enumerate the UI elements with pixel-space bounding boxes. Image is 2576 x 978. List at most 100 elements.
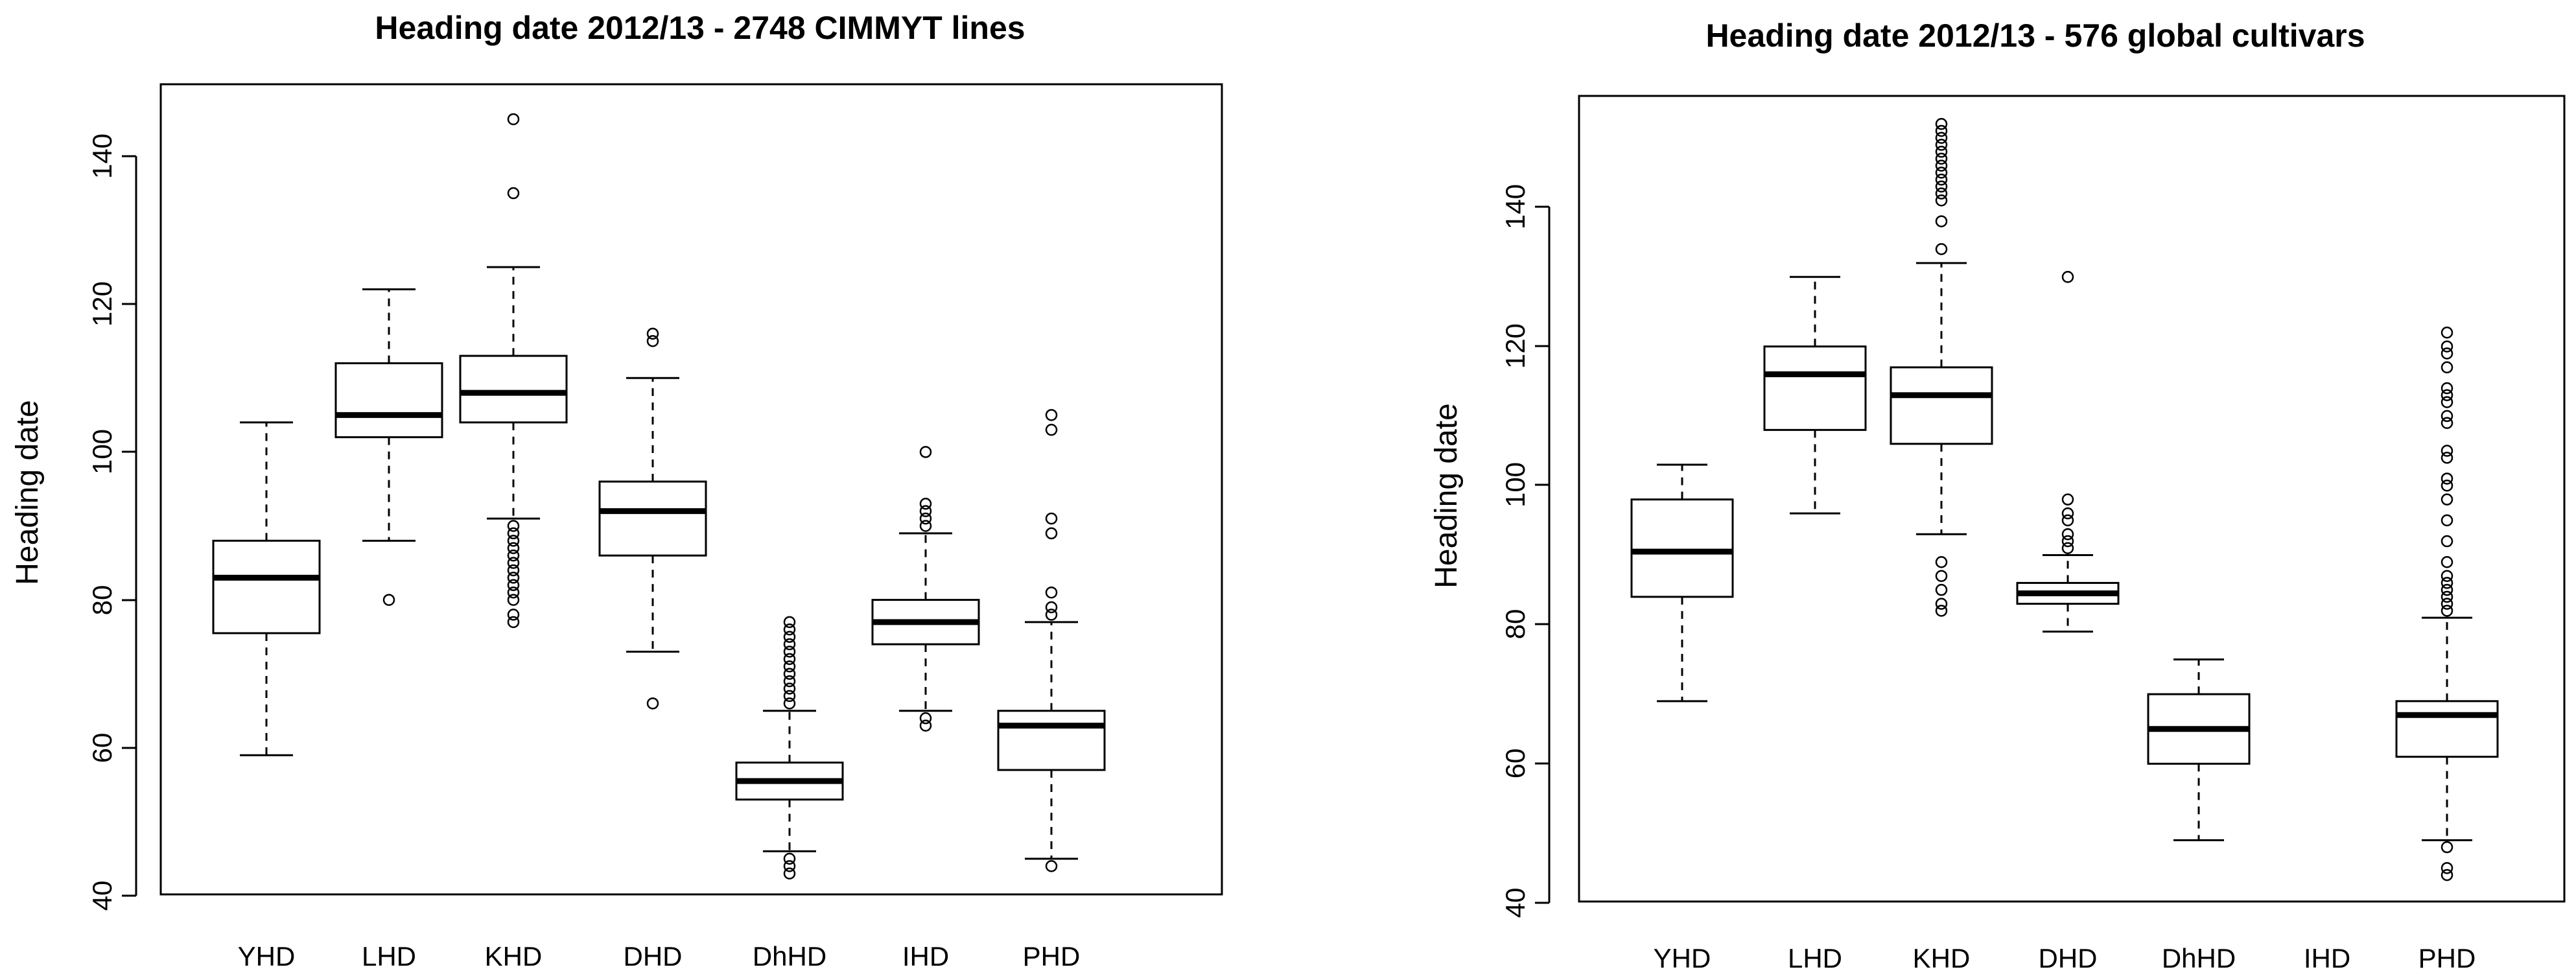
right-dhd-outlier-6 (2061, 271, 2074, 283)
right-lhd-box (1763, 345, 1867, 431)
right-phd-outlier-25 (2441, 326, 2453, 339)
left-khd-outlier-9 (507, 542, 520, 554)
left-y-tick-80: 80 (87, 585, 136, 616)
right-phd-outlier-22 (2441, 361, 2453, 374)
right-boxplot-panel: Heading date 2012/13 - 576 global cultiv… (1429, 17, 2566, 973)
left-y-axis-label: Heading date (10, 400, 45, 585)
left-y-tick-label-80: 80 (87, 585, 117, 616)
left-phd-outlier-7 (1045, 409, 1058, 421)
right-dhd-outlier-5 (2061, 493, 2074, 506)
right-y-tick-40: 40 (1500, 888, 1549, 918)
right-chart-title: Heading date 2012/13 - 576 global cultiv… (1705, 17, 2365, 54)
right-box-marks (1630, 117, 2499, 881)
right-phd-outlier-8 (2441, 570, 2453, 582)
left-dhhd-outlier-9 (783, 653, 796, 666)
right-phd-outlier-3 (2441, 605, 2453, 617)
right-dhd-outlier-3 (2061, 514, 2074, 527)
right-phd-outlier-11 (2441, 514, 2453, 527)
left-ihd-outlier-1 (919, 712, 932, 725)
left-khd-outlier-3 (507, 586, 520, 599)
right-dhd-outlier-0 (2061, 542, 2074, 555)
left-dhhd-outlier-1 (783, 860, 796, 872)
left-dhhd-outlier-7 (783, 668, 796, 680)
left-lhd-box (334, 362, 443, 439)
left-ihd-outlier-6 (919, 446, 932, 458)
right-phd-outlier-13 (2441, 479, 2453, 492)
right-khd-outlier-12 (1935, 159, 1948, 172)
left-lhd-outlier-0 (382, 594, 395, 606)
right-phd-outlier-15 (2441, 452, 2453, 464)
left-x-label-ihd: IHD (902, 941, 949, 972)
right-khd-outlier-13 (1935, 152, 1948, 165)
left-phd-outlier-3 (1045, 586, 1058, 599)
left-x-label-yhd: YHD (238, 941, 296, 972)
left-box-marks (212, 113, 1106, 880)
left-khd-outlier-4 (507, 579, 520, 592)
left-dhhd-outlier-0 (783, 867, 796, 880)
right-phd-outlier-1 (2441, 862, 2453, 874)
left-ihd-outlier-3 (919, 512, 932, 525)
right-y-tick-label-100: 100 (1500, 462, 1530, 507)
left-khd-box (459, 355, 568, 424)
left-ihd-outlier-0 (919, 719, 932, 732)
left-dhhd-outlier-2 (783, 852, 796, 865)
right-khd-outlier-3 (1935, 570, 1948, 582)
right-y-tick-label-40: 40 (1500, 888, 1530, 918)
left-dhhd-outlier-12 (783, 631, 796, 643)
left-phd-outlier-6 (1045, 423, 1058, 436)
right-khd-outlier-5 (1935, 243, 1948, 255)
left-x-label-phd: PHD (1023, 941, 1081, 972)
right-dhd-outlier-4 (2061, 507, 2074, 520)
right-phd-outlier-23 (2441, 347, 2453, 360)
left-phd-outlier-2 (1045, 601, 1058, 614)
left-y-tick-120: 120 (87, 281, 136, 327)
left-y-tick-100: 100 (87, 429, 136, 474)
left-khd-outlier-6 (507, 564, 520, 577)
left-khd-outlier-14 (507, 113, 520, 126)
left-khd-outlier-13 (507, 187, 520, 200)
right-yhd-box (1630, 498, 1734, 598)
right-phd-outlier-2 (2441, 841, 2453, 854)
right-khd-outlier-0 (1935, 605, 1948, 617)
left-dhhd-outlier-6 (783, 675, 796, 688)
right-phd-outlier-19 (2441, 396, 2453, 408)
left-phd-outlier-4 (1045, 527, 1058, 540)
right-phd-outlier-24 (2441, 340, 2453, 353)
right-x-label-phd: PHD (2418, 943, 2476, 973)
left-phd-box (997, 710, 1106, 771)
right-khd-outlier-18 (1935, 117, 1948, 130)
left-dhhd-outlier-3 (783, 697, 796, 710)
right-khd-outlier-16 (1935, 132, 1948, 144)
right-phd-outlier-4 (2441, 598, 2453, 610)
right-phd-outlier-18 (2441, 410, 2453, 423)
left-y-tick-label-100: 100 (87, 429, 117, 474)
left-plot-frame (159, 83, 1223, 896)
left-y-tick-label-140: 140 (87, 134, 117, 179)
left-phd-outlier-0 (1045, 860, 1058, 872)
left-chart-title: Heading date 2012/13 - 2748 CIMMYT lines (375, 10, 1025, 46)
right-phd-outlier-5 (2441, 590, 2453, 603)
right-khd-outlier-14 (1935, 145, 1948, 158)
left-khd-outlier-0 (507, 616, 520, 629)
right-y-tick-label-140: 140 (1500, 184, 1530, 229)
left-dhhd-outlier-11 (783, 638, 796, 651)
right-khd-outlier-17 (1935, 124, 1948, 137)
right-y-axis-label: Heading date (1429, 403, 1464, 588)
right-phd-outlier-20 (2441, 389, 2453, 401)
left-boxplot-panel: Heading date 2012/13 - 2748 CIMMYT lines… (10, 10, 1223, 972)
right-y-tick-100: 100 (1500, 462, 1549, 507)
left-khd-outlier-5 (507, 572, 520, 584)
right-khd-box (1890, 366, 1993, 445)
left-phd-outlier-5 (1045, 512, 1058, 525)
right-plot-frame (1578, 95, 2566, 903)
right-x-label-dhd: DHD (2039, 943, 2098, 973)
right-phd-outlier-12 (2441, 493, 2453, 506)
right-phd-outlier-10 (2441, 535, 2453, 548)
left-dhhd-outlier-10 (783, 646, 796, 658)
right-phd-outlier-16 (2441, 445, 2453, 457)
right-khd-outlier-2 (1935, 583, 1948, 596)
right-phd-outlier-0 (2441, 868, 2453, 881)
left-y-tick-140: 140 (87, 134, 136, 179)
left-dhhd-outlier-4 (783, 690, 796, 703)
